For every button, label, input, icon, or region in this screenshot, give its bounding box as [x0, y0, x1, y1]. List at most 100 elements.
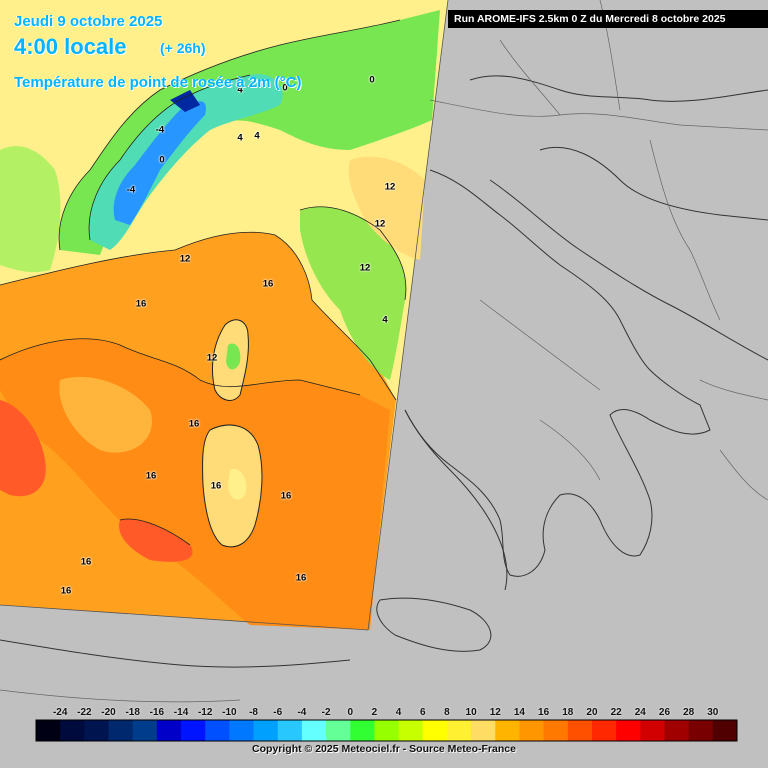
sea-red-patch-2: [119, 519, 193, 562]
contour-label: 0: [159, 154, 165, 166]
parameter-title: Température de point de rosée à 2m (°C): [14, 74, 302, 91]
legend-swatch: [181, 720, 206, 741]
legend-swatch: [398, 720, 424, 741]
legend-swatch: [108, 720, 134, 741]
contour-label: -4: [126, 184, 136, 196]
legend-tick-label: 18: [562, 707, 574, 718]
contour-label: 12: [374, 218, 386, 230]
legend-tick-label: 0: [347, 707, 354, 718]
legend-swatch: [374, 720, 400, 741]
legend-tick-label: 8: [444, 707, 450, 718]
domain-contours: [0, 19, 407, 546]
contour-label: 16: [188, 418, 200, 430]
legend-swatch: [616, 720, 641, 741]
legend-tick-label: -10: [222, 707, 237, 718]
color-legend: [35, 719, 738, 742]
legend-tick-label: -20: [101, 707, 116, 718]
contour-label: 12: [359, 262, 371, 274]
legend-swatch: [326, 720, 351, 741]
legend-swatch: [543, 720, 569, 741]
legend-tick-label: -14: [173, 707, 189, 718]
contour-label: 16: [145, 470, 157, 482]
legend-tick-label: -12: [197, 707, 213, 718]
legend-tick-label: -18: [125, 707, 140, 718]
legend-swatch: [471, 720, 496, 741]
legend-tick-label: -4: [297, 707, 307, 718]
legend-swatch: [688, 720, 714, 741]
contour-label: 4: [237, 132, 243, 144]
legend-tick-label: -24: [52, 707, 68, 718]
legend-swatch: [567, 720, 593, 741]
forecast-time: 4:00 locale: [14, 34, 127, 59]
contour-label: 16: [135, 298, 147, 310]
contour-label: 0: [282, 82, 288, 94]
legend-tick-label: 2: [371, 707, 378, 718]
north-italy-green: [300, 206, 406, 380]
legend-swatch: [591, 720, 617, 741]
legend-swatch: [664, 720, 690, 741]
italy-north-plain: [348, 156, 425, 260]
alps-green: [59, 10, 441, 255]
legend-tick-label: 16: [538, 707, 550, 718]
contour-label: -4: [155, 124, 165, 136]
alps-blue: [113, 101, 206, 225]
legend-swatch: [229, 720, 255, 741]
legend-tick-label: 4: [395, 707, 402, 718]
legend-tick-label: 24: [634, 707, 646, 718]
legend-tick-label: -22: [77, 707, 92, 718]
contour-label: 4: [237, 84, 243, 96]
legend-swatch: [132, 720, 158, 741]
legend-tick-label: -2: [321, 707, 331, 718]
legend-tick-label: 28: [683, 707, 695, 718]
legend-swatch: [156, 720, 182, 741]
contour-label: 12: [206, 352, 218, 364]
legend-swatch: [640, 720, 665, 741]
contour-label: 0: [369, 74, 375, 86]
alps-navy: [170, 90, 200, 112]
legend-tick-label: -6: [273, 707, 283, 718]
contour-label: 16: [210, 480, 222, 492]
contour-label: 4: [382, 314, 388, 326]
legend-swatch: [446, 720, 472, 741]
borders: [0, 0, 768, 703]
legend-swatch: [84, 720, 110, 741]
legend-tick-label: 30: [707, 707, 719, 718]
legend-tick-label: 22: [610, 707, 622, 718]
legend-swatch: [519, 720, 545, 741]
forecast-lead-time: (+ 26h): [160, 40, 206, 56]
sea-red-patch: [0, 400, 46, 497]
legend-tick-label: 12: [489, 707, 501, 718]
legend-swatch: [301, 720, 327, 741]
legend-tick-label: 6: [419, 707, 426, 718]
legend-swatch: [350, 720, 375, 741]
contour-label: 12: [179, 253, 191, 265]
contour-label: 12: [384, 181, 396, 193]
legend-tick-label: 26: [658, 707, 671, 718]
coastlines: [0, 75, 768, 668]
legend-swatch: [253, 720, 279, 741]
legend-swatch: [277, 720, 303, 741]
run-banner: Run AROME-IFS 2.5km 0 Z du Mercredi 8 oc…: [448, 10, 768, 28]
legend-tick-label: -16: [149, 707, 165, 718]
legend-tick-label: 14: [513, 707, 525, 718]
legend-swatch: [712, 720, 738, 741]
contour-label: 16: [295, 572, 307, 584]
legend-swatch: [205, 720, 230, 741]
legend-tick-label: 10: [465, 707, 477, 718]
legend-swatch: [60, 720, 85, 741]
contour-label: 4: [254, 130, 260, 142]
forecast-date: Jeudi 9 octobre 2025: [14, 13, 163, 30]
france-west-green: [0, 146, 61, 273]
sea-light-patch: [59, 376, 152, 453]
legend-swatch: [36, 720, 61, 741]
legend-tick-label: -8: [249, 707, 258, 718]
legend-tick-label: 20: [586, 707, 598, 718]
copyright-notice: Copyright © 2025 Meteociel.fr - Source M…: [252, 743, 516, 755]
legend-swatch: [495, 720, 520, 741]
legend-swatch: [422, 720, 448, 741]
contour-label: 16: [280, 490, 292, 502]
contour-label: 16: [80, 556, 92, 568]
contour-label: 16: [60, 585, 72, 597]
contour-label: 16: [262, 278, 274, 290]
